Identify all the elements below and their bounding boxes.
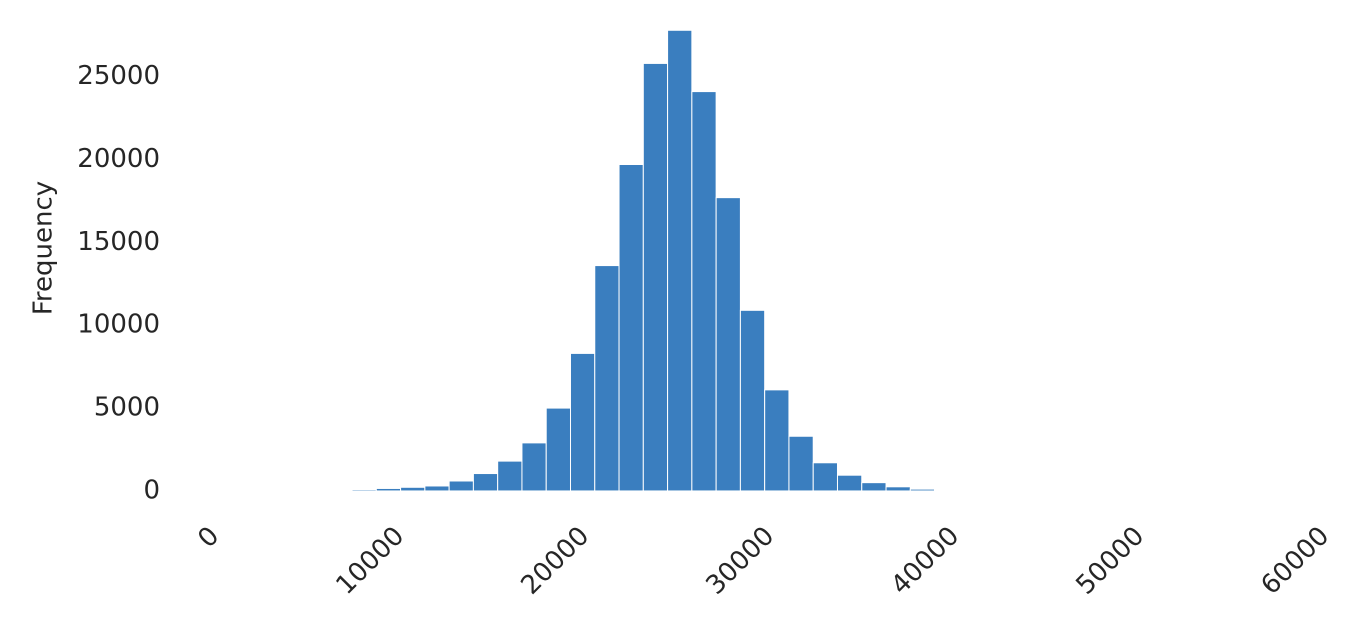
bar bbox=[521, 442, 547, 492]
y-tick-label: 10000 bbox=[77, 310, 160, 340]
bar bbox=[327, 489, 353, 492]
bar bbox=[691, 91, 717, 492]
bar bbox=[351, 489, 377, 492]
y-tick-label: 15000 bbox=[77, 227, 160, 257]
bar bbox=[497, 460, 523, 492]
x-tick-label: 0 bbox=[192, 521, 225, 554]
bar bbox=[472, 473, 499, 492]
y-tick-label: 5000 bbox=[94, 393, 160, 423]
x-tick-label: 40000 bbox=[886, 521, 966, 601]
bar bbox=[424, 485, 450, 492]
bar bbox=[618, 164, 644, 492]
x-tick-label: 50000 bbox=[1071, 521, 1151, 601]
bar bbox=[667, 29, 693, 492]
bar bbox=[545, 407, 571, 492]
bar bbox=[400, 486, 426, 492]
y-axis-label: Frequency bbox=[29, 181, 59, 315]
bar bbox=[642, 62, 669, 492]
bar bbox=[448, 480, 474, 492]
x-tick-label: 30000 bbox=[701, 521, 781, 601]
x-tick-label: 60000 bbox=[1256, 521, 1336, 601]
y-tick-label: 0 bbox=[143, 475, 160, 505]
bar bbox=[715, 197, 741, 492]
x-tick-label: 10000 bbox=[331, 521, 411, 601]
bar bbox=[594, 265, 620, 492]
bar bbox=[375, 487, 402, 492]
y-tick-label: 20000 bbox=[77, 144, 160, 174]
bar bbox=[885, 486, 911, 492]
bar bbox=[739, 309, 766, 492]
bar bbox=[934, 489, 960, 492]
bar bbox=[909, 488, 936, 492]
bar bbox=[764, 389, 790, 492]
bar bbox=[836, 474, 863, 492]
bar bbox=[861, 482, 887, 492]
bar bbox=[569, 352, 596, 492]
x-tick-label: 20000 bbox=[516, 521, 596, 601]
bar bbox=[788, 435, 814, 492]
y-tick-label: 25000 bbox=[77, 61, 160, 91]
bar bbox=[812, 462, 838, 492]
